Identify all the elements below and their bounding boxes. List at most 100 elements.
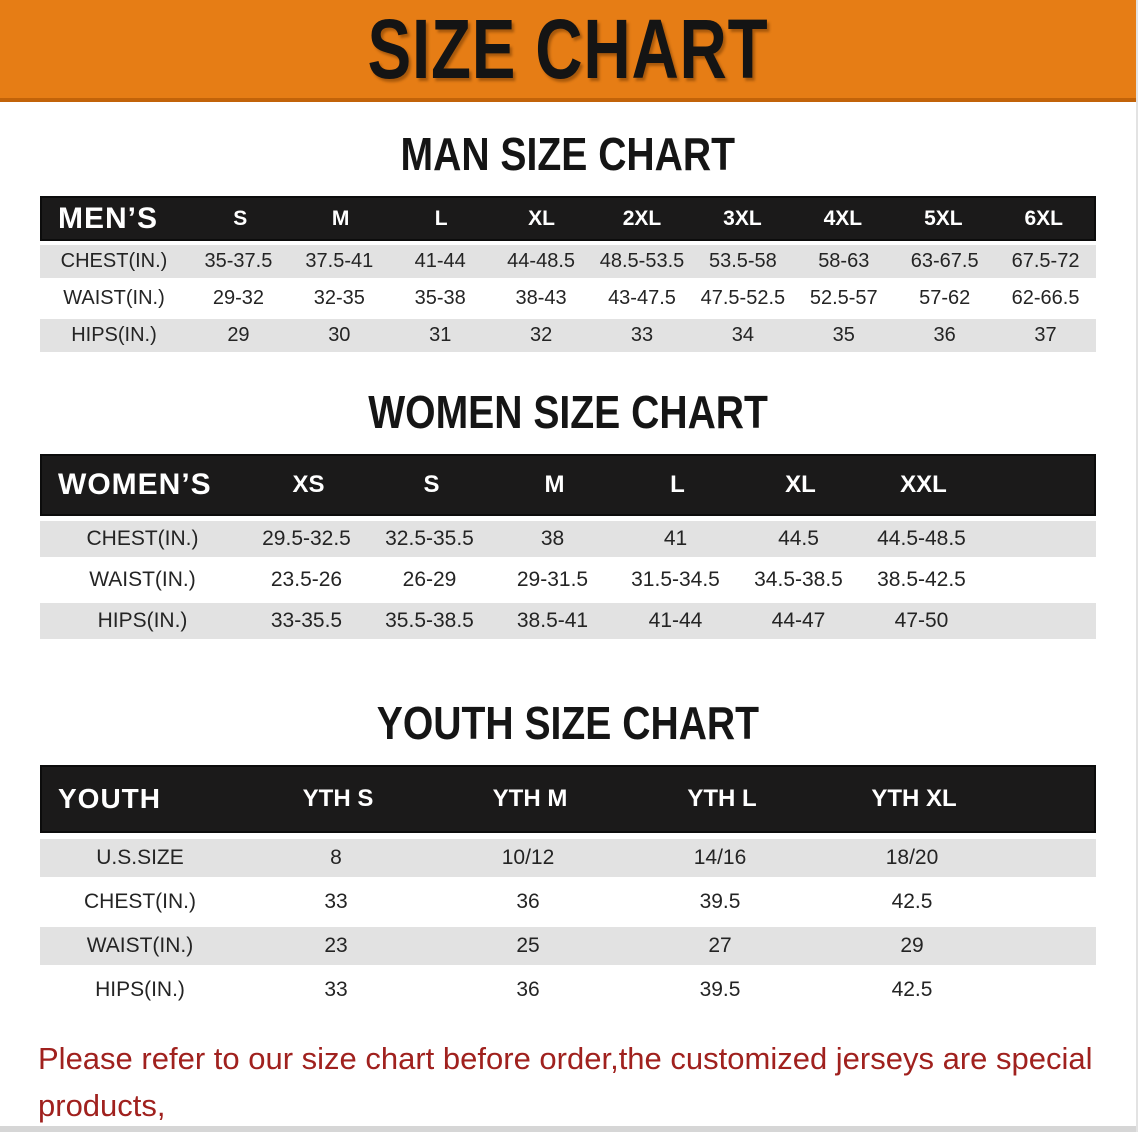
size-column-header: 6XL: [1024, 206, 1064, 230]
size-column-header: XL: [785, 471, 816, 498]
women-section-title: WOMEN SIZE CHART: [0, 386, 1136, 438]
size-value: 29-31.5: [516, 568, 589, 591]
disclaimer-line-1: Please refer to our size chart before or…: [38, 1041, 1093, 1123]
measurement-label: CHEST(IN.): [86, 527, 199, 550]
size-value: 39.5: [699, 978, 741, 1001]
table-row: WAIST(IN.) 23 25 27 29: [40, 927, 1096, 965]
table-category-label: MEN’S: [58, 201, 159, 235]
size-value: 14/16: [693, 846, 747, 869]
table-header-row: WOMEN’S XS S M L XL XXL: [40, 454, 1096, 516]
size-value: 10/12: [501, 846, 555, 869]
size-value: 47-50: [894, 609, 949, 632]
table-category-label: WOMEN’S: [58, 468, 212, 501]
size-value: 38.5-41: [516, 609, 589, 632]
size-value: 44-47: [771, 609, 826, 632]
banner: SIZE CHART: [0, 0, 1136, 102]
table-row: CHEST(IN.) 29.5-32.5 32.5-35.5 38 41 44.5 44.5…: [40, 521, 1096, 557]
women-section-title-text: WOMEN SIZE CHART: [368, 386, 768, 438]
size-value: 36: [516, 978, 540, 1001]
youth-section-title-text: YOUTH SIZE CHART: [376, 697, 760, 749]
measurement-label: CHEST(IN.): [60, 250, 168, 272]
size-value: 42.5: [891, 890, 933, 913]
size-value: 33: [630, 324, 654, 346]
size-value: 27: [708, 934, 732, 957]
size-column-header: 4XL: [823, 206, 863, 230]
size-value: 58-63: [818, 250, 870, 272]
size-value: 38.5-42.5: [877, 568, 966, 591]
size-value: 38-43: [515, 287, 567, 309]
size-value: 38: [540, 527, 565, 550]
size-value: 52.5-57: [809, 287, 878, 309]
size-column-header: S: [423, 471, 440, 498]
men-section-title: MAN SIZE CHART: [0, 128, 1136, 180]
women-size-table: WOMEN’S XS S M L XL XXL CHEST(IN.) 29.5-32.5 32.5…: [40, 454, 1096, 639]
size-column-header: YTH XL: [871, 785, 957, 812]
size-value: 33: [324, 890, 348, 913]
size-value: 41: [663, 527, 688, 550]
size-value: 62-66.5: [1011, 287, 1080, 309]
table-header-row: MEN’S S M L XL 2XL 3XL 4XL 5XL 6XL: [40, 196, 1096, 241]
size-value: 44-48.5: [507, 250, 576, 272]
size-value: 57-62: [919, 287, 971, 309]
table-category-label: YOUTH: [58, 783, 161, 814]
size-value: 42.5: [891, 978, 933, 1001]
size-column-header: S: [233, 206, 248, 230]
size-value: 23: [324, 934, 348, 957]
table-row: CHEST(IN.) 33 36 39.5 42.5: [40, 883, 1096, 921]
measurement-label: HIPS(IN.): [95, 978, 185, 1001]
size-value: 32: [529, 324, 553, 346]
size-value: 30: [328, 324, 351, 346]
size-value: 33: [324, 978, 348, 1001]
size-column-header: XXL: [900, 471, 947, 498]
size-column-header: YTH M: [492, 785, 568, 812]
table-row: HIPS(IN.) 29 30 31 32 33 34 35 36 37: [40, 319, 1096, 352]
table-row: HIPS(IN.) 33 36 39.5 42.5: [40, 971, 1096, 1009]
size-column-header: YTH S: [302, 785, 374, 812]
size-value: 23.5-26: [270, 568, 343, 591]
size-value: 63-67.5: [910, 250, 979, 272]
table-row: WAIST(IN.) 23.5-26 26-29 29-31.5 31.5-34.5 34…: [40, 562, 1096, 598]
size-value: 53.5-58: [708, 250, 777, 272]
table-header-row: YOUTH YTH S YTH M YTH L YTH XL: [40, 765, 1096, 833]
measurement-label: WAIST(IN.): [89, 568, 196, 591]
size-value: 31.5-34.5: [631, 568, 720, 591]
size-value: 29: [227, 324, 250, 346]
measurement-label: WAIST(IN.): [63, 287, 165, 309]
size-column-header: 2XL: [622, 206, 662, 230]
size-value: 67.5-72: [1011, 250, 1080, 272]
measurement-label: HIPS(IN.): [97, 609, 188, 632]
youth-section-title: YOUTH SIZE CHART: [0, 697, 1136, 749]
banner-title: SIZE CHART: [367, 2, 769, 96]
size-value: 41-44: [648, 609, 703, 632]
size-value: 34.5-38.5: [754, 568, 843, 591]
size-value: 31: [429, 324, 452, 346]
size-value: 36: [933, 324, 956, 346]
measurement-label: WAIST(IN.): [86, 934, 194, 957]
size-value: 8: [330, 846, 342, 869]
size-value: 25: [516, 934, 540, 957]
size-value: 32.5-35.5: [385, 527, 474, 550]
men-size-table: MEN’S S M L XL 2XL 3XL 4XL 5XL 6XL CHEST(IN.) 35-37…: [40, 196, 1096, 352]
size-value: 33-35.5: [270, 609, 343, 632]
men-section-title-text: MAN SIZE CHART: [400, 128, 736, 180]
size-value: 18/20: [885, 846, 939, 869]
size-column-header: 5XL: [924, 206, 963, 230]
size-value: 26-29: [402, 568, 457, 591]
size-column-header: M: [544, 471, 565, 498]
size-column-header: XL: [528, 206, 555, 230]
size-column-header: 3XL: [723, 206, 762, 230]
measurement-label: U.S.SIZE: [96, 846, 184, 869]
size-column-header: L: [434, 206, 448, 230]
size-value: 29: [900, 934, 924, 957]
size-value: 35-37.5: [204, 250, 273, 272]
size-value: 47.5-52.5: [700, 287, 786, 309]
size-value: 44.5: [778, 527, 819, 550]
size-value: 32-35: [313, 287, 365, 309]
measurement-label: HIPS(IN.): [71, 324, 157, 346]
size-value: 29-32: [212, 287, 265, 309]
table-row: WAIST(IN.) 29-32 32-35 35-38 38-43 43-47.5 47.…: [40, 282, 1096, 315]
youth-size-table: YOUTH YTH S YTH M YTH L YTH XL U.S.SIZE 8 10/12…: [40, 765, 1096, 1009]
bottom-edge-divider: [0, 1126, 1136, 1132]
size-value: 35.5-38.5: [385, 609, 474, 632]
